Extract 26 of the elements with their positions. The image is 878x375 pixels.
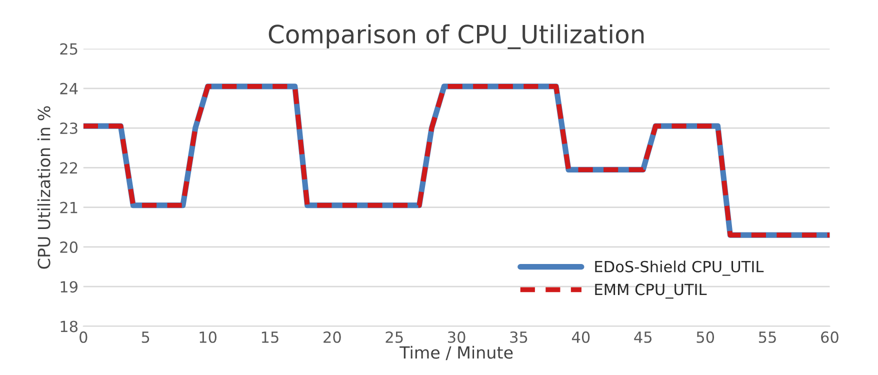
y-tick-label: 19	[60, 281, 78, 293]
y-tick-label: 25	[60, 43, 78, 55]
legend-label: EDoS-Shield CPU_UTIL	[595, 260, 764, 276]
x-tick-label: 45	[634, 332, 652, 343]
x-tick-label: 10	[200, 331, 216, 343]
y-tick-label: 18	[60, 320, 78, 332]
chart-title: Comparison of CPU_Utilization	[268, 24, 644, 50]
x-tick-label: 50	[696, 331, 714, 343]
x-tick-label: 20	[324, 331, 341, 343]
x-tick-label: 25	[386, 331, 403, 343]
x-axis-title: Time / Minute	[400, 346, 513, 360]
x-tick-label: 55	[758, 332, 776, 343]
y-tick-label: 24	[60, 82, 78, 94]
x-tick-label: 5	[142, 332, 150, 343]
y-tick-label: 23	[60, 122, 78, 134]
y-axis-title: CPU Utilization in %	[37, 106, 50, 269]
x-tick-label: 30	[448, 331, 466, 343]
y-tick-label: 20	[60, 241, 78, 253]
x-tick-label: 60	[821, 331, 838, 343]
legend-label: EMM CPU_UTIL	[595, 284, 707, 299]
y-tick-label: 21	[60, 202, 78, 214]
x-tick-label: 0	[80, 331, 88, 343]
x-tick-label: 40	[572, 331, 590, 343]
y-tick-label: 22	[60, 162, 78, 174]
x-tick-label: 35	[510, 331, 528, 343]
x-tick-label: 15	[262, 332, 278, 343]
